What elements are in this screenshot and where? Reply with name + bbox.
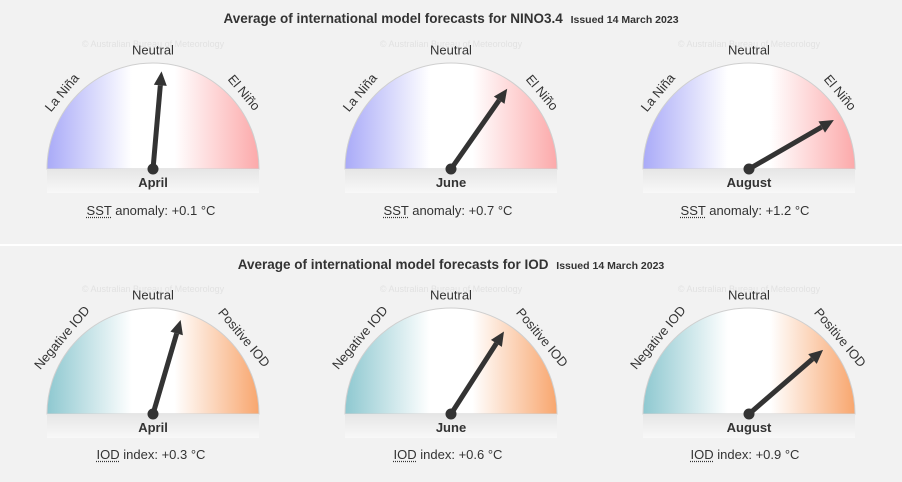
- gauge-month-label: April: [138, 420, 168, 435]
- sst-abbr[interactable]: SST: [383, 203, 409, 218]
- watermark: © Australian Bureau of Meteorology: [380, 39, 523, 49]
- watermark: © Australian Bureau of Meteorology: [380, 284, 523, 294]
- iod-value-june: IOD index: +0.6 °C: [318, 447, 578, 462]
- gauge-month-label: August: [727, 175, 772, 190]
- gauge-label-center: Neutral: [728, 288, 770, 303]
- gauge-needle: [445, 331, 504, 420]
- iod-metric-text: index: +0.6 °C: [420, 447, 503, 462]
- gauge-face: [642, 62, 856, 170]
- iod-abbr[interactable]: IOD: [393, 447, 417, 462]
- nino-metric-text: anomaly: +0.1 °C: [115, 203, 216, 218]
- gauge-needle: [743, 120, 834, 175]
- gauge-label-center: Neutral: [430, 43, 472, 58]
- nino-value-august: SST anomaly: +1.2 °C: [615, 203, 875, 218]
- gauge-face: [642, 307, 856, 415]
- gauge-needle: [147, 71, 167, 175]
- gauge-month-label: August: [727, 420, 772, 435]
- iod-value-april: IOD index: +0.3 °C: [21, 447, 281, 462]
- nino-issued-date: Issued 14 March 2023: [570, 14, 679, 26]
- watermark: © Australian Bureau of Meteorology: [82, 284, 225, 294]
- nino-gauge-june: © Australian Bureau of Meteorology La Niñ…: [313, 34, 585, 204]
- watermark: © Australian Bureau of Meteorology: [82, 39, 225, 49]
- iod-gauge-august: © Australian Bureau of Meteorology Negati…: [611, 279, 883, 449]
- gauge-face: [344, 62, 558, 170]
- gauge-face: [344, 307, 558, 415]
- iod-title-text: Average of international model forecasts…: [237, 257, 549, 272]
- gauge-month-label: June: [436, 175, 466, 190]
- gauge-label-center: Neutral: [132, 43, 174, 58]
- watermark: © Australian Bureau of Meteorology: [678, 284, 821, 294]
- iod-metric-text: index: +0.3 °C: [123, 447, 206, 462]
- iod-issued-date: Issued 14 March 2023: [556, 260, 665, 272]
- iod-metric-text: index: +0.9 °C: [717, 447, 800, 462]
- nino-section-title: Average of international model forecasts…: [0, 11, 902, 26]
- nino-value-april: SST anomaly: +0.1 °C: [21, 203, 281, 218]
- panel-separator: [0, 244, 902, 246]
- nino-gauge-august: © Australian Bureau of Meteorology La Niñ…: [611, 34, 883, 204]
- gauge-label-center: Neutral: [132, 288, 174, 303]
- gauge-face: [46, 62, 260, 170]
- iod-abbr[interactable]: IOD: [96, 447, 120, 462]
- iod-section-title: Average of international model forecasts…: [0, 257, 902, 272]
- gauge-dial: © Australian Bureau of MeteorologyNegati…: [627, 284, 869, 438]
- nino-title-text: Average of international model forecasts…: [223, 11, 563, 26]
- nino-gauge-april: © Australian Bureau of Meteorology La Niñ…: [15, 34, 287, 204]
- watermark: © Australian Bureau of Meteorology: [678, 39, 821, 49]
- iod-value-august: IOD index: +0.9 °C: [615, 447, 875, 462]
- gauge-month-label: April: [138, 175, 168, 190]
- gauge-label-center: Neutral: [728, 43, 770, 58]
- gauge-label-center: Neutral: [430, 288, 472, 303]
- nino-metric-text: anomaly: +1.2 °C: [709, 203, 810, 218]
- nino-value-june: SST anomaly: +0.7 °C: [318, 203, 578, 218]
- gauge-dial: © Australian Bureau of MeteorologyNegati…: [31, 284, 273, 438]
- gauge-month-label: June: [436, 420, 466, 435]
- iod-gauge-april: © Australian Bureau of Meteorology Negati…: [15, 279, 287, 449]
- iod-abbr[interactable]: IOD: [690, 447, 714, 462]
- sst-abbr[interactable]: SST: [680, 203, 706, 218]
- sst-abbr[interactable]: SST: [86, 203, 112, 218]
- gauge-dial: © Australian Bureau of MeteorologyNegati…: [329, 284, 571, 438]
- gauge-needle: [445, 88, 508, 175]
- nino-metric-text: anomaly: +0.7 °C: [412, 203, 513, 218]
- iod-gauge-june: © Australian Bureau of Meteorology Negati…: [313, 279, 585, 449]
- gauge-needle: [147, 319, 183, 420]
- gauge-face: [46, 307, 260, 415]
- gauge-needle: [743, 349, 824, 420]
